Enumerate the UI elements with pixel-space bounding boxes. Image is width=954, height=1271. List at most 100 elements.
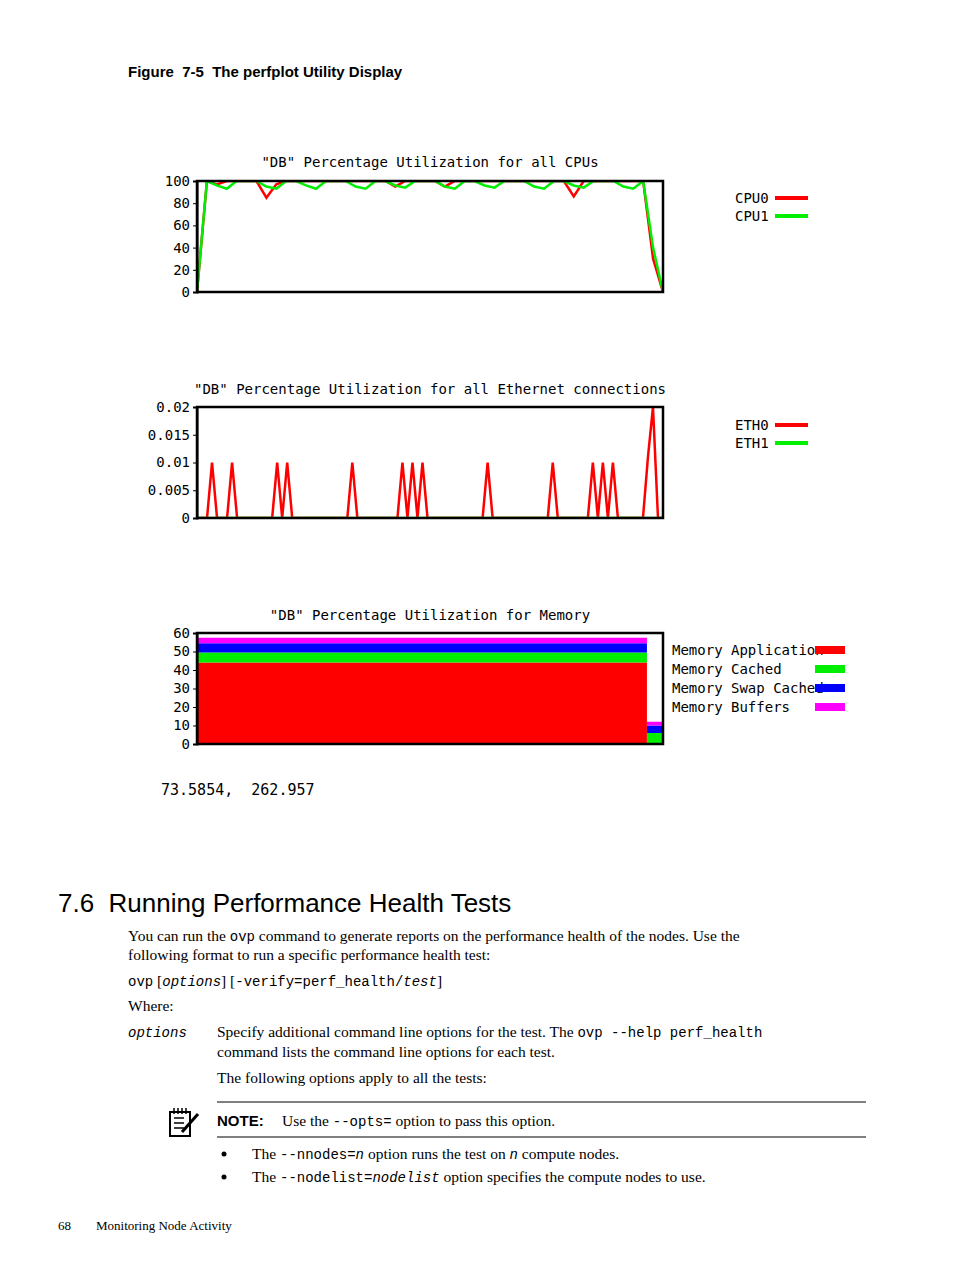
text-run: option runs the test on: [364, 1145, 510, 1162]
tick: 100: [165, 173, 197, 189]
bullet-line: The --nnodes=n option runs the test on n…: [252, 1145, 619, 1163]
tick-mark: [193, 225, 197, 226]
legend-label: ETH1: [735, 435, 769, 451]
note-icon-line: [174, 1122, 184, 1124]
tick-label: 50: [173, 643, 190, 659]
text-run: option specifies the compute nodes to us…: [440, 1168, 706, 1185]
note-text: Use the --opts= option to pass this opti…: [282, 1112, 555, 1130]
tick-label: 60: [173, 217, 190, 233]
tick-label: 10: [173, 717, 190, 733]
legend: CPU0 CPU1: [735, 190, 808, 224]
tick: 30: [173, 680, 197, 696]
tick: 0.01: [156, 454, 197, 470]
cursor-readout: 73.5854, 262.957: [161, 781, 315, 799]
y-axis: 00.0050.010.0150.02: [148, 399, 198, 526]
text-run: --nnodes=: [280, 1147, 356, 1163]
note-icon-ring: [173, 1108, 175, 1114]
legend-label: Memory Swap Cached: [672, 680, 824, 696]
tick-mark: [193, 270, 197, 271]
tick-label: 0.015: [148, 427, 190, 443]
text-run: compute nodes.: [518, 1145, 619, 1162]
note-icon-ring: [181, 1108, 183, 1114]
tick: 80: [173, 195, 197, 211]
tick-mark: [193, 490, 197, 491]
note-icon-ring: [185, 1108, 187, 1114]
tick-mark: [193, 203, 197, 204]
note-icon-page: [170, 1112, 190, 1136]
text-run: ovp: [128, 974, 153, 990]
note-rule: [217, 1137, 866, 1138]
tick-label: 40: [173, 662, 190, 678]
chart: "DB" Percentage Utilization for all CPUs…: [165, 154, 808, 300]
legend-label: Memory Cached: [672, 661, 782, 677]
tick-label: 100: [165, 173, 190, 189]
text-run: The following options apply to all the t…: [217, 1069, 487, 1086]
text-run: Where:: [128, 997, 174, 1014]
text-run: Specify additional command line options …: [217, 1023, 577, 1040]
page: "DB" Percentage Utilization for all CPUs…: [0, 0, 954, 1271]
definition-term: options: [128, 1025, 187, 1041]
tick: 50: [173, 643, 197, 659]
text-run: [: [153, 972, 162, 989]
tick-label: 0: [182, 510, 190, 526]
chart-title: "DB" Percentage Utilization for Memory: [270, 607, 590, 623]
chart: "DB" Percentage Utilization for Memory 0 1…: [173, 607, 845, 752]
area-layer: [197, 652, 663, 744]
body-line: You can run the ovp command to generate …: [128, 927, 740, 945]
legend-swatch: [775, 441, 808, 445]
legend-label: CPU1: [735, 208, 769, 224]
tick-mark: [193, 707, 197, 708]
legend-swatch: [775, 196, 808, 200]
tick-mark: [193, 726, 197, 727]
text-run: The: [252, 1168, 280, 1185]
tick: 0.02: [156, 399, 197, 415]
axis-line: [193, 182, 198, 293]
note-icon-pencil: [182, 1114, 198, 1132]
tick: 0: [182, 736, 197, 752]
tick-label: 40: [173, 240, 190, 256]
area-layer: [197, 663, 663, 744]
tick: 40: [173, 240, 197, 256]
data-line: [197, 407, 663, 518]
text-run: n: [510, 1147, 518, 1163]
text-run: following format to run a specific perfo…: [128, 946, 490, 963]
plot-frame: [197, 633, 663, 744]
tick-label: 20: [173, 262, 190, 278]
legend-swatch: [815, 684, 845, 692]
y-axis: 0102030405060: [173, 625, 197, 752]
definition-line: The following options apply to all the t…: [217, 1069, 487, 1086]
note-icon-line: [174, 1117, 184, 1119]
note-icon: [170, 1108, 198, 1136]
tick-mark: [193, 181, 197, 182]
page-canvas: "DB" Percentage Utilization for all CPUs…: [0, 0, 954, 1271]
tick-mark: [193, 435, 197, 436]
note-label: NOTE:: [217, 1112, 264, 1129]
data-line: [197, 181, 663, 292]
data-line: [197, 181, 663, 292]
text-run: options: [162, 974, 221, 990]
note-rule: [217, 1102, 866, 1103]
tick-label: 60: [173, 625, 190, 641]
area-layer: [197, 638, 663, 726]
tick-mark: [193, 633, 197, 634]
tick: 0.015: [148, 427, 197, 443]
footer-title: Monitoring Node Activity: [96, 1218, 232, 1233]
plot-marks: [197, 181, 663, 292]
definition-line: Specify additional command line options …: [217, 1023, 762, 1041]
text-run: command to generate reports on the perfo…: [255, 927, 740, 944]
tick: 0: [182, 510, 197, 526]
text-run: nodelist: [372, 1170, 439, 1186]
bullet-dot: [222, 1175, 227, 1180]
plot-marks: [197, 407, 663, 518]
legend-swatch: [775, 214, 808, 218]
body-line: following format to run a specific perfo…: [128, 946, 490, 963]
tick-label: 80: [173, 195, 190, 211]
note-icon-ring: [177, 1108, 179, 1114]
bullet-dot: [222, 1152, 227, 1157]
text-run: option to pass this option.: [392, 1112, 556, 1129]
tick: 0: [182, 284, 197, 300]
tick-label: 0.01: [156, 454, 190, 470]
legend: ETH0ETH1: [735, 417, 808, 451]
text-run: ovp: [230, 929, 255, 945]
legend-label: CPU0: [735, 190, 769, 206]
